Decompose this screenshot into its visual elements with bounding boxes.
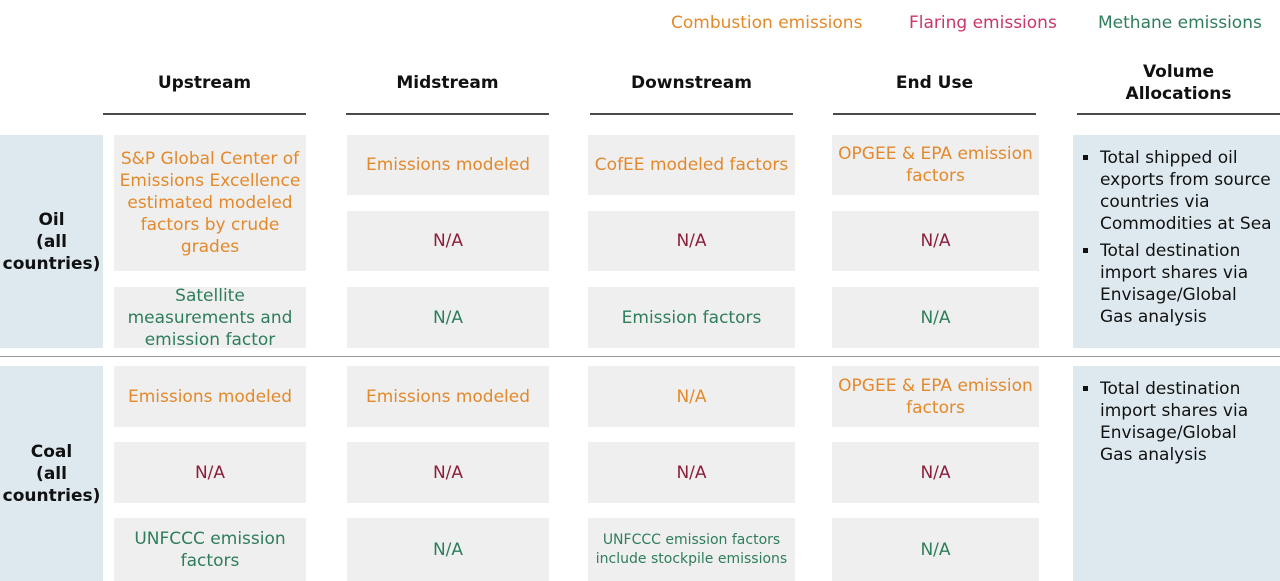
oil-end-use-flaring-cell: N/A <box>832 211 1039 271</box>
col-header-rule-upstream <box>103 113 306 115</box>
coal-midstream-combustion-cell: Emissions modeled <box>347 366 549 427</box>
coal-end-use-methane-text: N/A <box>920 539 951 560</box>
row-label-oil-text: Oil (all countries) <box>2 209 101 274</box>
oil-volume-list: Total shipped oil exports from source co… <box>1081 147 1274 328</box>
oil-downstream-flaring-text: N/A <box>676 231 707 251</box>
coal-midstream-combustion-text: Emissions modeled <box>365 386 531 407</box>
col-header-rule-midstream <box>346 113 549 115</box>
oil-downstream-combustion-cell: CofEE modeled factors <box>588 135 795 195</box>
col-header-rule-downstream <box>590 113 793 115</box>
legend-flaring: Flaring emissions <box>909 13 1057 33</box>
oil-end-use-methane-cell: N/A <box>832 287 1039 348</box>
oil-midstream-combustion-text: Emissions modeled <box>365 155 531 175</box>
oil-downstream-methane-cell: Emission factors <box>588 287 795 348</box>
oil-end-use-methane-text: N/A <box>920 307 951 328</box>
row-label-oil: Oil (all countries) <box>0 135 103 348</box>
coal-downstream-methane-text: UNFCCC emission factors include stockpil… <box>595 531 788 567</box>
coal-downstream-methane-cell: UNFCCC emission factors include stockpil… <box>588 518 795 581</box>
coal-midstream-flaring-text: N/A <box>432 462 464 483</box>
oil-downstream-methane-text: Emission factors <box>621 307 762 328</box>
col-header-volume-allocations: Volume Allocations <box>1125 62 1232 104</box>
coal-upstream-flaring-text: N/A <box>194 462 226 483</box>
oil-end-use-flaring-text: N/A <box>920 231 951 251</box>
coal-end-use-flaring-text: N/A <box>920 462 951 483</box>
oil-midstream-combustion-cell: Emissions modeled <box>347 135 549 195</box>
coal-volume-allocations: Total destination import shares via Envi… <box>1073 366 1280 581</box>
coal-upstream-flaring-cell: N/A <box>114 442 306 503</box>
oil-downstream-combustion-text: CofEE modeled factors <box>594 155 789 175</box>
coal-end-use-methane-cell: N/A <box>832 518 1039 581</box>
coal-downstream-flaring-text: N/A <box>676 462 707 483</box>
col-header-midstream: Midstream <box>396 73 499 93</box>
coal-upstream-methane-cell: UNFCCC emission factors <box>114 518 306 581</box>
oil-midstream-methane-text: N/A <box>432 307 464 328</box>
coal-downstream-flaring-cell: N/A <box>588 442 795 503</box>
col-header-downstream: Downstream <box>631 73 752 93</box>
coal-volume-item: Total destination import shares via Envi… <box>1081 378 1274 466</box>
row-label-coal-text: Coal (all countries) <box>2 441 101 506</box>
coal-upstream-methane-text: UNFCCC emission factors <box>134 528 286 571</box>
legend-methane: Methane emissions <box>1098 13 1262 33</box>
oil-upstream-methane-text: Satellite measurements and emission fact… <box>127 287 293 348</box>
oil-end-use-combustion-text: OPGEE & EPA emission factors <box>838 144 1033 186</box>
coal-midstream-flaring-cell: N/A <box>347 442 549 503</box>
col-header-end-use: End Use <box>895 73 974 93</box>
coal-end-use-combustion-cell: OPGEE & EPA emission factors <box>832 366 1039 427</box>
coal-midstream-methane-text: N/A <box>432 539 464 560</box>
section-divider <box>0 356 1280 357</box>
oil-midstream-flaring-cell: N/A <box>347 211 549 271</box>
coal-end-use-flaring-cell: N/A <box>832 442 1039 503</box>
coal-upstream-combustion-text: Emissions modeled <box>127 386 293 407</box>
oil-volume-item: Total shipped oil exports from source co… <box>1081 147 1274 235</box>
coal-end-use-combustion-text: OPGEE & EPA emission factors <box>838 375 1033 418</box>
row-label-coal: Coal (all countries) <box>0 366 103 581</box>
oil-upstream-combustion-cell: S&P Global Center of Emissions Excellenc… <box>114 135 306 271</box>
legend-combustion: Combustion emissions <box>671 13 863 33</box>
oil-upstream-methane-cell: Satellite measurements and emission fact… <box>114 287 306 348</box>
oil-midstream-methane-cell: N/A <box>347 287 549 348</box>
oil-upstream-combustion-text: S&P Global Center of Emissions Excellenc… <box>119 149 301 257</box>
oil-volume-allocations: Total shipped oil exports from source co… <box>1073 135 1280 348</box>
coal-downstream-combustion-cell: N/A <box>588 366 795 427</box>
oil-downstream-flaring-cell: N/A <box>588 211 795 271</box>
coal-upstream-combustion-cell: Emissions modeled <box>114 366 306 427</box>
oil-midstream-flaring-text: N/A <box>432 231 464 251</box>
coal-volume-list: Total destination import shares via Envi… <box>1081 378 1274 466</box>
coal-downstream-combustion-text: N/A <box>676 386 707 407</box>
coal-midstream-methane-cell: N/A <box>347 518 549 581</box>
col-header-upstream: Upstream <box>157 73 252 93</box>
col-header-rule-volume <box>1077 113 1280 115</box>
col-header-rule-end-use <box>833 113 1036 115</box>
oil-end-use-combustion-cell: OPGEE & EPA emission factors <box>832 135 1039 195</box>
oil-volume-item: Total destination import shares via Envi… <box>1081 240 1274 328</box>
